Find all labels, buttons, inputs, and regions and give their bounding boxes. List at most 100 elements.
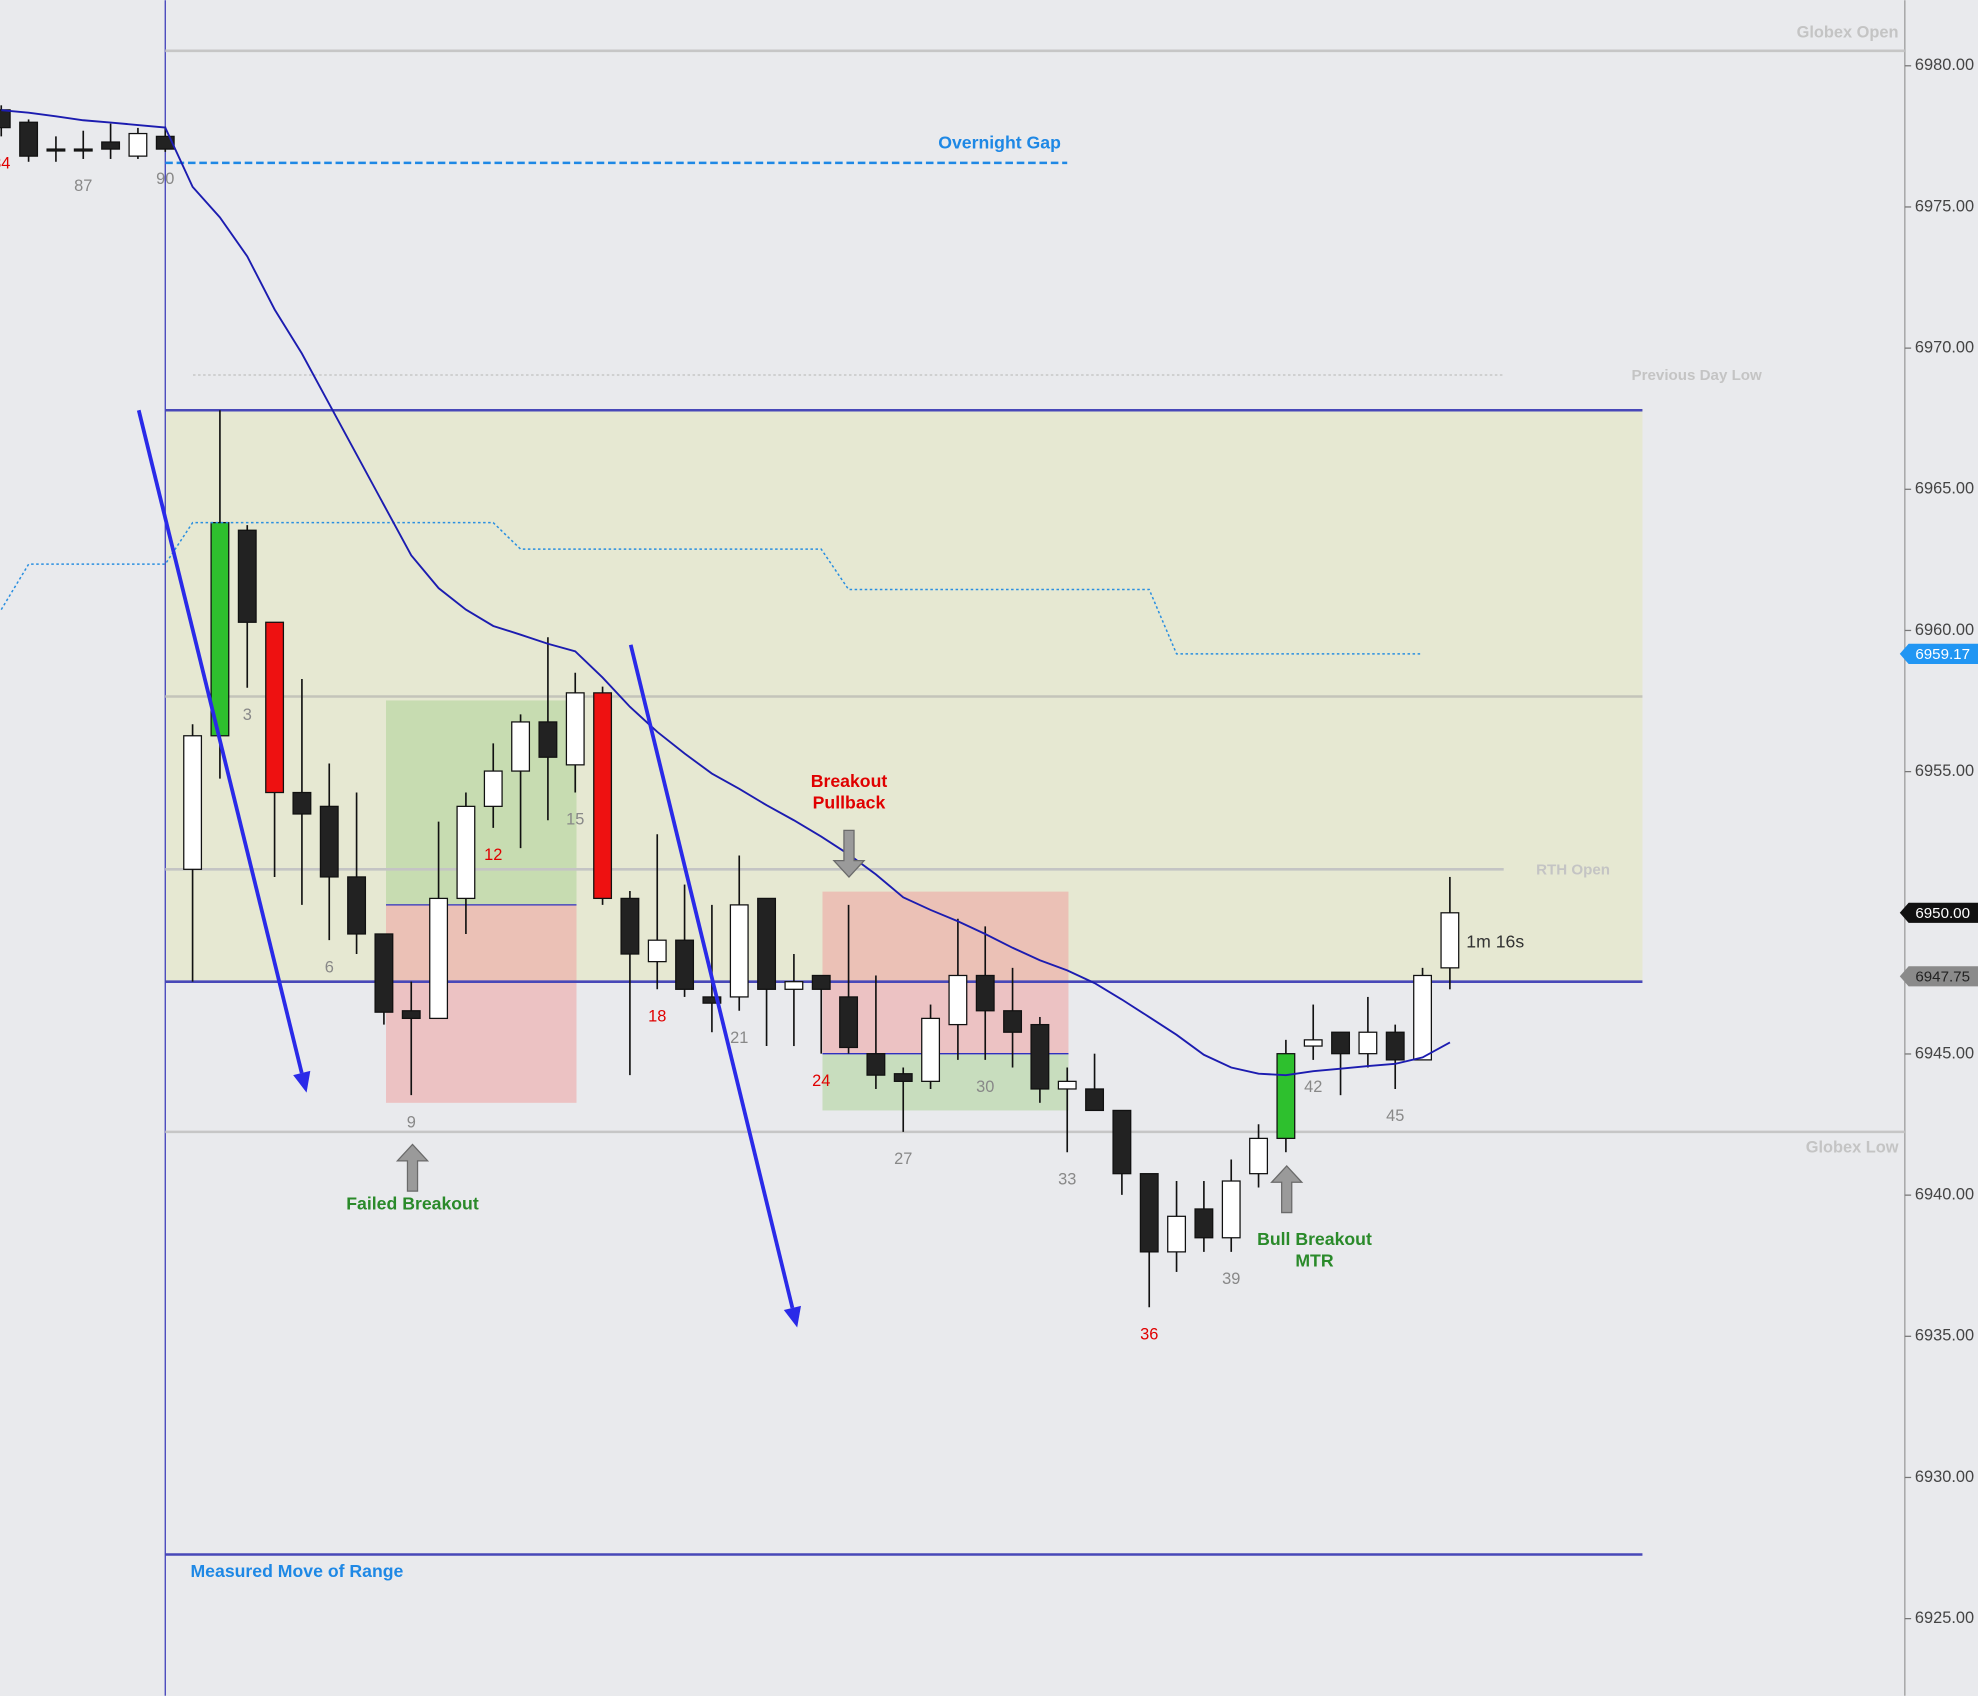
price-marker <box>1899 643 1978 664</box>
level-label: Measured Move of Range <box>190 1561 403 1581</box>
level-label: Globex Open <box>1797 23 1899 41</box>
bar-label: 3 <box>243 706 252 724</box>
bar-label: 36 <box>1140 1325 1158 1343</box>
candle-body <box>565 692 585 766</box>
candle-body <box>839 996 859 1049</box>
signal-arrow <box>395 1143 430 1192</box>
candle-body <box>483 770 503 807</box>
candle-body <box>101 141 121 150</box>
level-label: RTH Open <box>1536 862 1610 879</box>
candle-body <box>511 721 531 772</box>
price-marker <box>1899 966 1978 987</box>
bar-label: 33 <box>1058 1170 1076 1188</box>
y-tick-label: 6925.00 <box>1915 1609 1974 1627</box>
candle-body <box>1085 1088 1105 1112</box>
bar-label: 18 <box>648 1007 666 1025</box>
candle-body <box>456 805 476 900</box>
candle-body <box>374 933 394 1013</box>
trend-arrow <box>136 409 304 1074</box>
candle-body <box>1167 1215 1187 1253</box>
price-marker-label: 6950.00 <box>1915 905 1970 922</box>
candle-body <box>46 148 66 152</box>
candle-body <box>784 981 804 990</box>
candle-body <box>893 1073 913 1082</box>
bar-label: 30 <box>976 1078 994 1096</box>
candle-body <box>155 135 175 150</box>
bar-label: 21 <box>730 1029 748 1047</box>
bar-label: 27 <box>894 1150 912 1168</box>
candle-body <box>1385 1031 1405 1061</box>
zone <box>386 904 577 1103</box>
step-line <box>0 521 1423 655</box>
candle-body <box>811 974 831 990</box>
signal-arrow <box>1270 1164 1304 1214</box>
price-marker-label: 6947.75 <box>1915 969 1970 986</box>
candle-body <box>975 974 995 1012</box>
y-tick-label: 6965.00 <box>1915 480 1974 498</box>
candle-body <box>319 805 339 878</box>
annotation: Bull Breakout <box>1257 1229 1372 1249</box>
bar-label: 39 <box>1222 1270 1240 1288</box>
level-label: Previous Day Low <box>1632 367 1763 384</box>
candle-body <box>593 692 613 900</box>
y-tick-label: 6930.00 <box>1915 1468 1974 1486</box>
y-tick-label: 6980.00 <box>1915 56 1974 74</box>
candle-body <box>1139 1173 1159 1253</box>
annotation: MTR <box>1295 1250 1333 1270</box>
candle-body <box>1194 1208 1214 1239</box>
price-marker-label: 6959.17 <box>1915 646 1970 663</box>
candle-body <box>73 148 93 152</box>
candle-body <box>702 996 722 1004</box>
y-tick-label: 6940.00 <box>1915 1185 1974 1203</box>
price-marker <box>1899 902 1978 923</box>
candle-body <box>1358 1031 1378 1055</box>
candle-body <box>620 897 640 955</box>
candle-body <box>1303 1039 1323 1047</box>
candle-body <box>1221 1180 1241 1239</box>
bar-label: 15 <box>566 811 584 829</box>
level-label: Globex Low <box>1806 1139 1899 1157</box>
candle-body <box>1112 1109 1132 1175</box>
annotation: Failed Breakout <box>346 1194 479 1214</box>
bar-label: 90 <box>156 170 174 188</box>
candle-body <box>1331 1031 1351 1055</box>
candle-body <box>292 791 312 815</box>
zone <box>822 1053 1069 1111</box>
candle-body <box>265 621 285 794</box>
candle-body <box>0 109 11 129</box>
annotation: Pullback <box>813 793 886 813</box>
candle-body <box>429 897 449 1020</box>
candle-body <box>1003 1010 1023 1033</box>
candle-body <box>347 876 367 935</box>
bar-label: 84 <box>0 154 10 172</box>
candle-body <box>1057 1080 1077 1090</box>
y-tick-label: 6960.00 <box>1915 621 1974 639</box>
candle-body <box>647 939 667 963</box>
bar-label: 45 <box>1386 1107 1404 1125</box>
trend-arrow-head <box>293 1070 311 1093</box>
zone <box>822 891 1069 1054</box>
annotation: Breakout <box>811 771 888 791</box>
bar-label: 12 <box>484 846 502 864</box>
signal-arrow <box>832 829 866 878</box>
candle-body <box>237 529 257 623</box>
y-tick-label: 6970.00 <box>1915 338 1974 356</box>
candle-body <box>1440 912 1460 969</box>
candle-body <box>948 974 968 1026</box>
level-label: Overnight Gap <box>938 133 1061 153</box>
y-tick-label: 6945.00 <box>1915 1044 1974 1062</box>
candle-body <box>921 1017 941 1082</box>
bar-label: 87 <box>74 177 92 195</box>
candle-body <box>675 939 695 990</box>
candle-body <box>866 1053 886 1076</box>
candle-body <box>1030 1023 1050 1090</box>
y-tick-label: 6975.00 <box>1915 197 1974 215</box>
candle-body <box>19 121 39 157</box>
bar-label: 42 <box>1304 1078 1322 1096</box>
bar-label: 24 <box>812 1072 830 1090</box>
y-tick-label: 6935.00 <box>1915 1327 1974 1345</box>
candle-body <box>183 735 203 870</box>
candle-body <box>401 1010 421 1020</box>
candle-body <box>128 132 148 157</box>
